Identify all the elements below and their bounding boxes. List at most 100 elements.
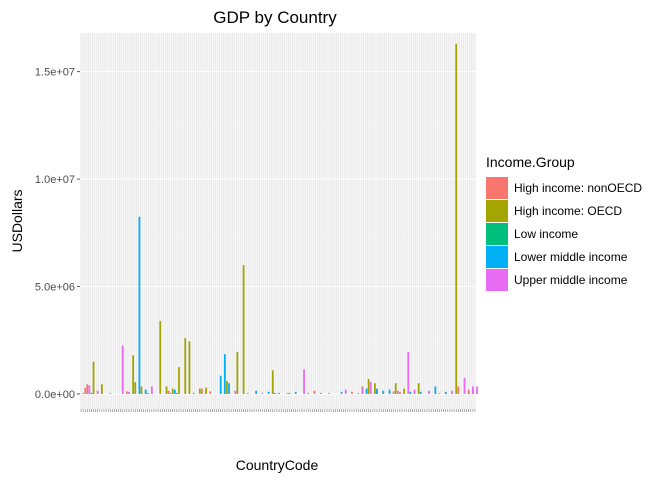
bar xyxy=(246,392,249,394)
bar xyxy=(92,361,95,394)
y-tick-label: 5.0e+06 xyxy=(35,282,75,294)
bar xyxy=(173,389,176,394)
bar xyxy=(261,392,264,394)
bar xyxy=(88,385,91,394)
bar xyxy=(394,383,397,394)
legend-key xyxy=(486,245,508,268)
bar xyxy=(178,367,180,394)
bar xyxy=(228,383,230,394)
legend-title: Income.Group xyxy=(486,154,575,170)
legend-key xyxy=(486,199,508,222)
bar xyxy=(169,392,172,394)
bar xyxy=(223,354,226,394)
bar xyxy=(361,387,364,394)
bar xyxy=(278,392,280,394)
legend: Income.Group High income: nonOECD High in… xyxy=(486,154,642,291)
bar xyxy=(82,393,85,394)
bar xyxy=(144,389,147,394)
bar xyxy=(121,345,124,394)
minor-gridlines xyxy=(80,125,476,341)
legend-key xyxy=(486,268,508,291)
bar xyxy=(159,320,162,394)
bar xyxy=(171,388,174,394)
bar xyxy=(226,381,228,394)
bar xyxy=(86,384,89,394)
bar xyxy=(403,388,405,394)
bar xyxy=(399,391,401,394)
bar xyxy=(138,216,141,394)
x-axis-ticks xyxy=(80,409,476,412)
bar xyxy=(476,386,478,394)
bar xyxy=(367,378,370,394)
bar xyxy=(467,392,470,394)
bar xyxy=(396,390,399,394)
bar xyxy=(176,392,178,394)
bar xyxy=(376,388,378,394)
bar xyxy=(467,389,470,394)
y-tick-label: 1.0e+07 xyxy=(35,174,75,186)
bar xyxy=(294,391,297,394)
bar xyxy=(444,391,447,394)
bar xyxy=(307,392,310,394)
bar xyxy=(407,352,410,394)
bar xyxy=(132,355,135,394)
bar xyxy=(234,390,237,394)
legend-items: High income: nonOECD High income: OECD Low… xyxy=(486,176,642,291)
y-tick-label: 0.0e+00 xyxy=(35,389,75,401)
bar xyxy=(351,391,353,394)
bar xyxy=(198,388,201,394)
bar xyxy=(109,393,112,394)
bar xyxy=(167,390,170,394)
bar xyxy=(128,391,130,394)
bar xyxy=(255,390,258,394)
bar xyxy=(84,387,87,394)
legend-label: Upper middle income xyxy=(514,272,628,287)
bar xyxy=(313,390,316,394)
major-gridlines xyxy=(80,33,476,409)
legend-item: High income: OECD xyxy=(486,199,642,222)
bar xyxy=(242,265,245,394)
y-axis-label: USDollars xyxy=(9,189,25,252)
y-tick-label: 1.5e+07 xyxy=(35,67,75,79)
bar xyxy=(428,390,430,394)
bar xyxy=(134,382,137,394)
legend-key xyxy=(486,176,508,199)
bar xyxy=(328,393,330,394)
bar xyxy=(288,392,291,394)
bar xyxy=(471,386,474,394)
x-axis-label: CountryCode xyxy=(236,457,319,473)
bar xyxy=(409,391,412,394)
legend-label: Lower middle income xyxy=(514,249,628,264)
legend-item: Low income xyxy=(486,222,642,245)
bar xyxy=(451,390,453,394)
legend-item: Upper middle income xyxy=(486,268,642,291)
bar xyxy=(344,389,347,394)
bar xyxy=(303,369,305,394)
bar xyxy=(340,391,343,394)
bar xyxy=(374,383,376,394)
bar xyxy=(388,389,391,394)
bar xyxy=(365,388,368,394)
legend-key xyxy=(486,222,508,245)
bar xyxy=(126,391,128,394)
bar xyxy=(151,386,153,394)
bar xyxy=(201,388,203,394)
bar xyxy=(209,391,212,394)
bar xyxy=(236,352,239,394)
bar xyxy=(382,390,385,394)
bar xyxy=(273,392,276,394)
bar xyxy=(455,43,458,394)
bar xyxy=(90,392,93,394)
bar xyxy=(184,338,187,394)
bar xyxy=(100,384,103,394)
bar xyxy=(140,386,143,394)
legend-item: High income: nonOECD xyxy=(486,176,642,199)
bar xyxy=(319,392,322,394)
bar xyxy=(267,391,270,394)
bar xyxy=(188,341,191,394)
bar xyxy=(438,393,441,394)
legend-item: Lower middle income xyxy=(486,245,642,268)
legend-label: High income: nonOECD xyxy=(514,180,643,195)
bar xyxy=(369,382,372,394)
